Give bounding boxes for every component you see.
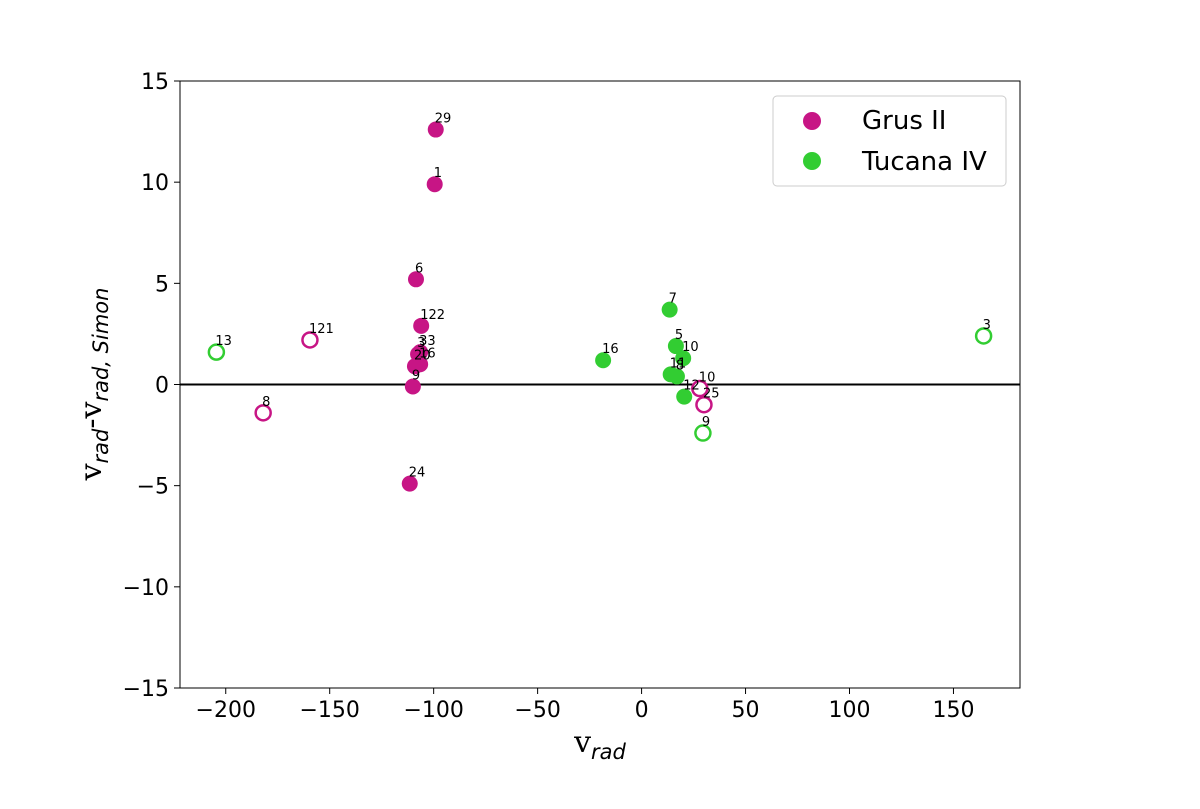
- point-tucana-iv: [661, 301, 678, 318]
- point-label-grus-ii: 122: [420, 308, 445, 323]
- y-tick-label: −15: [123, 677, 169, 702]
- y-axis-label: vrad-vrad, Simon: [74, 288, 113, 482]
- y-tick-label: 0: [155, 374, 169, 399]
- x-tick-label: −50: [514, 698, 560, 723]
- legend-label-grus-ii: Grus II: [862, 106, 946, 136]
- point-grus-ii: [407, 271, 424, 288]
- point-label-tucana-iv: 7: [669, 292, 677, 307]
- x-tick-label: 0: [635, 698, 649, 723]
- point-label-tucana-iv: 9: [702, 415, 710, 430]
- data-points: [207, 121, 993, 492]
- point-label-grus-ii: 3: [417, 336, 425, 351]
- point-grus-ii-open: [691, 379, 709, 398]
- legend-box: [772, 95, 1007, 187]
- y-axis-label-sub: rad: [89, 428, 113, 464]
- point-grus-ii-open: [254, 404, 272, 422]
- point-label-grus-ii: 29: [435, 112, 452, 127]
- point-label-grus-ii: 6: [415, 261, 423, 276]
- x-axis-label-sub: rad: [591, 740, 627, 764]
- x-tick-label: −150: [299, 698, 359, 723]
- point-grus-ii-open: [695, 395, 713, 414]
- point-label-tucana-iv: 3: [983, 318, 991, 333]
- legend-label-tucana-iv: Tucana IV: [861, 147, 987, 177]
- point-label-grus-ii: 20: [414, 348, 431, 363]
- y-tick-label: −5: [137, 475, 169, 500]
- point-label-tucana-iv: 5: [675, 328, 683, 343]
- axes-frame: [179, 80, 1021, 689]
- point-label-grus-ii: 9: [412, 369, 420, 384]
- y-axis-ticks: −15 −10 −5 0 5 10 15: [123, 70, 180, 702]
- x-tick-label: 100: [829, 698, 871, 723]
- y-tick-label: 5: [155, 272, 169, 297]
- point-tucana-iv: [675, 350, 692, 367]
- point-tucana-iv: [668, 368, 685, 385]
- point-tucana-iv-open: [207, 343, 226, 361]
- point-tucana-iv-open: [974, 327, 993, 345]
- point-label-tucana-iv: 12: [683, 379, 700, 394]
- legend-marker-tucana-iv: [803, 152, 821, 170]
- x-tick-label: 50: [732, 698, 760, 723]
- point-grus-ii-open: [301, 331, 319, 349]
- point-label-tucana-iv: 16: [602, 342, 619, 357]
- point-grus-ii: [406, 358, 423, 375]
- point-tucana-iv: [595, 352, 612, 369]
- x-axis-ticks: −200 −150 −100 −50 0 50 100 150: [196, 688, 974, 723]
- x-axis-label: vrad: [573, 725, 626, 764]
- y-tick-label: −10: [123, 576, 169, 601]
- point-tucana-iv-open: [694, 424, 712, 442]
- y-axis-label-sub-2: rad, Simon: [89, 288, 113, 402]
- point-grus-ii: [401, 475, 418, 492]
- y-tick-label: 15: [141, 70, 169, 95]
- y-axis-label-separator: -: [74, 418, 109, 428]
- point-grus-ii: [413, 317, 430, 334]
- point-grus-ii: [427, 121, 444, 138]
- point-label-tucana-iv: 10: [682, 340, 699, 355]
- point-label-grus-ii: 33: [419, 334, 436, 349]
- x-axis-label-main: v: [573, 725, 591, 760]
- point-tucana-iv: [676, 388, 693, 405]
- legend-marker-grus-ii: [803, 112, 821, 130]
- point-grus-ii: [404, 378, 421, 395]
- point-label-grus-ii: 121: [309, 322, 334, 337]
- point-label-grus-ii: 10: [699, 371, 716, 386]
- y-axis-label-main-2: v: [74, 401, 109, 419]
- point-grus-ii: [426, 176, 443, 193]
- point-label-grus-ii: 1: [434, 166, 442, 181]
- point-tucana-iv: [667, 338, 684, 355]
- point-label-tucana-iv: 11: [670, 356, 687, 371]
- y-tick-label: 10: [141, 171, 169, 196]
- point-label-grus-ii: 8: [262, 395, 270, 410]
- x-tick-label: −100: [403, 698, 463, 723]
- point-label-grus-ii: 24: [409, 466, 426, 481]
- x-tick-label: 150: [932, 698, 974, 723]
- point-label-grus-ii: 16: [419, 346, 436, 361]
- y-axis-label-main: v: [74, 463, 109, 481]
- point-label-tucana-iv: 8: [676, 358, 684, 373]
- x-tick-label: −200: [196, 698, 256, 723]
- point-label-grus-ii: 25: [703, 387, 720, 402]
- legend: Grus II Tucana IV: [772, 95, 1007, 187]
- point-label-tucana-iv: 13: [215, 334, 232, 349]
